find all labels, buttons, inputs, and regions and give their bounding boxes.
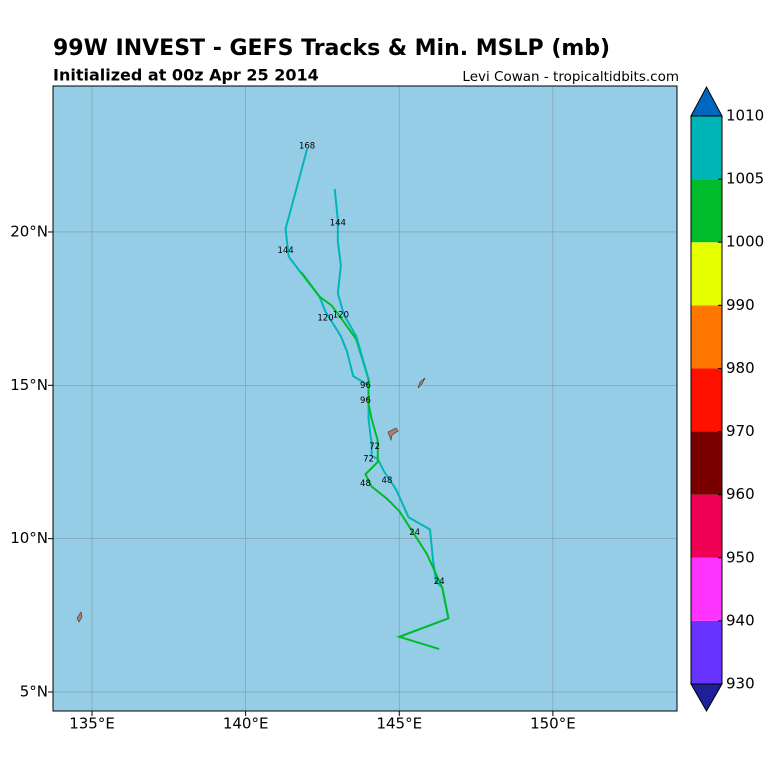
colorbar-segment	[691, 179, 722, 243]
colorbar-segment	[691, 116, 722, 180]
forecast-hour-label: 144	[277, 246, 293, 256]
credit: Levi Cowan - tropicaltidbits.com	[462, 69, 679, 85]
x-tick-label: 145°E	[376, 715, 422, 733]
forecast-hour-label: 96	[360, 381, 371, 391]
colorbar-frame	[690, 115, 723, 685]
forecast-hour-label: 24	[409, 528, 420, 538]
colorbar-label: 1010	[726, 107, 764, 125]
chart-title: 99W INVEST - GEFS Tracks & Min. MSLP (mb…	[53, 36, 610, 61]
colorbar-label: 970	[726, 422, 755, 440]
y-tick-label: 10°N	[10, 529, 48, 547]
colorbar-segment	[691, 242, 722, 306]
chart-subtitle: Initialized at 00z Apr 25 2014	[53, 66, 319, 85]
forecast-hour-label: 48	[360, 479, 371, 489]
island	[76, 611, 83, 623]
x-tick-label: 135°E	[69, 715, 115, 733]
map-background	[53, 86, 677, 711]
colorbar-segment	[691, 494, 722, 558]
colorbar-label: 950	[726, 548, 755, 566]
x-tick-label: 140°E	[223, 715, 269, 733]
forecast-hour-label: 96	[360, 396, 371, 406]
colorbar-under	[690, 683, 723, 713]
colorbar-label: 1000	[726, 233, 764, 251]
colorbar-segment	[691, 557, 722, 621]
colorbar-over	[690, 85, 723, 117]
y-tick-label: 15°N	[10, 376, 48, 394]
forecast-hour-label: 168	[299, 142, 315, 152]
forecast-hour-label: 144	[330, 218, 346, 228]
forecast-hour-label: 24	[434, 577, 445, 587]
colorbar-label: 940	[726, 611, 755, 629]
y-tick-label: 20°N	[10, 222, 48, 240]
x-tick-label: 150°E	[530, 715, 576, 733]
colorbar-label: 990	[726, 296, 755, 314]
colorbar-label: 1005	[726, 170, 764, 188]
colorbar-label: 960	[726, 485, 755, 503]
y-tick-label: 5°N	[20, 682, 48, 700]
forecast-hour-label: 72	[363, 454, 374, 464]
forecast-hour-label: 120	[333, 310, 349, 320]
plot-frame	[52, 85, 678, 712]
forecast-hour-label: 72	[369, 442, 380, 452]
colorbar-segment	[691, 620, 722, 684]
island	[387, 427, 399, 442]
colorbar-label: 980	[726, 359, 755, 377]
colorbar-segment	[691, 431, 722, 495]
colorbar-segment	[691, 305, 722, 369]
track	[300, 271, 450, 651]
track	[333, 188, 370, 380]
forecast-hour-label: 120	[317, 313, 333, 323]
colorbar-label: 930	[726, 675, 755, 693]
forecast-hour-label: 48	[382, 476, 393, 486]
colorbar-segment	[691, 368, 722, 432]
